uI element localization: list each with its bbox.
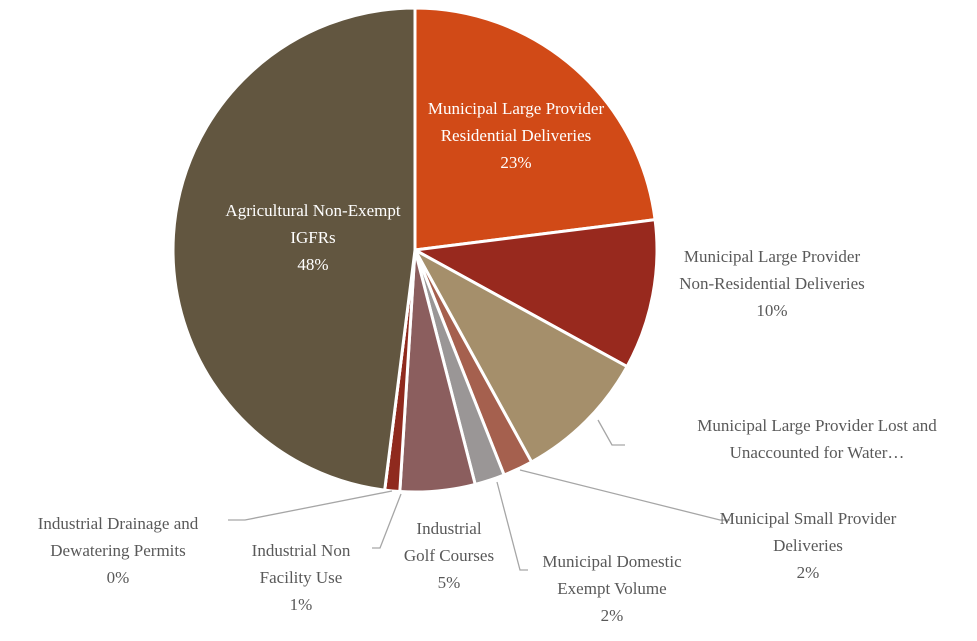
slice-name: Industrial Golf Courses	[403, 519, 495, 565]
data-label: Agricultural Non-Exempt IGFRs 48%	[218, 197, 408, 278]
data-label: Municipal Large Provider Residential Del…	[421, 95, 611, 176]
pie-slice	[413, 218, 659, 369]
data-label: Industrial Non Facility Use 1%	[231, 537, 371, 618]
slice-name: Industrial Drainage and Dewatering Permi…	[37, 514, 199, 560]
leader-line	[597, 419, 625, 446]
leader-line	[372, 493, 402, 549]
slice-value: 2%	[796, 563, 820, 582]
slice-value: 10%	[756, 301, 788, 320]
slice-value: 5%	[437, 573, 461, 592]
leader-line	[496, 481, 528, 571]
data-label: Industrial Drainage and Dewatering Permi…	[3, 510, 233, 591]
data-label: Municipal Small Provider Deliveries 2%	[718, 505, 898, 586]
slice-name: Municipal Large Provider Residential Del…	[427, 99, 605, 145]
slice-name: Municipal Large Provider Lost and Unacco…	[697, 416, 937, 462]
slice-value: 1%	[289, 595, 313, 614]
leader-line	[519, 469, 730, 521]
slice-value: 48%	[297, 255, 329, 274]
data-label: Industrial Golf Courses 5%	[399, 515, 499, 596]
slice-name: Municipal Small Provider Deliveries	[719, 509, 897, 555]
slice-name: Agricultural Non-Exempt IGFRs	[225, 201, 401, 247]
slice-name: Industrial Non Facility Use	[251, 541, 351, 587]
slice-name: Municipal Large Provider Non-Residential…	[679, 247, 865, 293]
slice-value: 23%	[500, 153, 532, 172]
data-label: Municipal Large Provider Non-Residential…	[677, 243, 867, 324]
slice-value: 0%	[106, 568, 130, 587]
slice-value: 2%	[600, 606, 624, 625]
slice-name: Municipal Domestic Exempt Volume	[542, 552, 682, 598]
pie-slice	[171, 6, 417, 492]
pie-slice	[413, 6, 657, 252]
leader-line	[228, 490, 393, 521]
pie-slice	[413, 248, 629, 464]
data-label: Municipal Large Provider Lost and Unacco…	[657, 412, 977, 466]
data-label: Municipal Domestic Exempt Volume 2%	[517, 548, 707, 629]
